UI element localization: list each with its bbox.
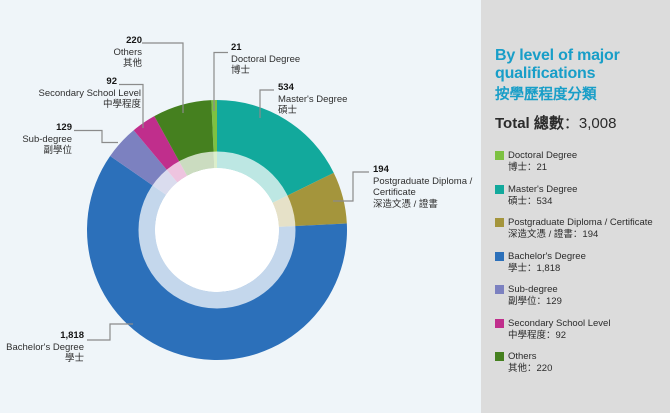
callout-others-value: 220 [126, 35, 142, 46]
callout-line-others [142, 42, 184, 113]
legend-item-others: Others 其他：220 [495, 351, 662, 375]
callout-bachelors-label-en: Bachelor's Degree [6, 341, 84, 353]
callout-subdegree-label-en: Sub-degree [22, 133, 72, 145]
legend-item-secondary: Secondary School Level 中學程度：92 [495, 318, 662, 342]
panel-title-zh: 按學歷程度分類 [495, 87, 597, 103]
callout-bachelors-label-zh: 學士 [64, 353, 84, 364]
legend-swatch-secondary [495, 318, 504, 328]
legend-label-others-zh: 其他：220 [508, 363, 553, 374]
callout-subdegree: 129 Sub-degree 副學位 [22, 122, 72, 157]
total-label-en: Total [495, 115, 530, 132]
callout-masters-value: 534 [278, 82, 294, 93]
legend-item-postgrad: Postgraduate Diploma / Certificate 深造文憑 … [495, 217, 662, 241]
legend-label-postgrad-zh: 深造文憑 / 證書：194 [508, 229, 599, 240]
legend-label-subdegree-zh: 副學位：129 [508, 296, 562, 307]
callout-lines [74, 42, 369, 341]
callout-postgrad-label-en: Postgraduate Diploma / Certificate [373, 175, 473, 199]
callout-subdegree-value: 129 [56, 122, 72, 133]
legend-swatch-doctoral [495, 151, 504, 160]
legend-panel: By level of major qualifications 按學歷程度分類… [481, 0, 670, 413]
legend-label-subdegree-en: Sub-degree [508, 284, 558, 295]
total-line: Total 總數：3,008 [495, 112, 662, 133]
callout-masters-label-zh: 碩士 [278, 105, 298, 116]
callout-line-masters [259, 89, 274, 118]
total-label-zh: 總數 [533, 115, 564, 132]
chart-area: 220 Others 其他 21 Doctoral Degree 博士 534 … [0, 0, 481, 413]
donut-inner-highlight-ring [138, 151, 296, 309]
callout-secondary-value: 92 [106, 76, 117, 87]
callout-bachelors-value: 1,818 [60, 330, 84, 341]
callout-masters: 534 Master's Degree 碩士 [278, 82, 347, 117]
callout-secondary-label-en: Secondary School Level [38, 87, 141, 99]
legend: Doctoral Degree 博士：21 Master's Degree 碩士… [495, 150, 662, 375]
legend-label-bachelors-en: Bachelor's Degree [508, 250, 586, 262]
callout-subdegree-label-zh: 副學位 [43, 145, 72, 156]
callout-doctoral-label-zh: 博士 [231, 65, 251, 76]
callout-doctoral-label-en: Doctoral Degree [231, 53, 301, 65]
callout-postgrad-label-zh: 深造文憑 / 證書 [373, 198, 438, 210]
legend-label-others-en: Others [508, 351, 537, 362]
callout-others: 220 Others 其他 [113, 35, 142, 70]
legend-item-bachelors: Bachelor's Degree 學士：1,818 [495, 251, 662, 275]
legend-label-bachelors-zh: 學士：1,818 [508, 262, 561, 274]
panel-title-en: By level of major qualifications [495, 47, 620, 82]
legend-label-secondary-en: Secondary School Level [508, 317, 611, 329]
callout-doctoral-value: 21 [231, 42, 242, 53]
legend-label-masters-en: Master's Degree [508, 183, 578, 195]
donut-chart [74, 42, 369, 360]
legend-swatch-others [495, 352, 504, 361]
total-separator: ： [563, 115, 579, 132]
legend-swatch-bachelors [495, 251, 504, 261]
callout-postgrad-value: 194 [373, 164, 389, 175]
callout-line-postgrad [333, 171, 369, 202]
callout-line-doctoral [213, 51, 228, 111]
legend-label-doctoral-en: Doctoral Degree [508, 150, 578, 161]
total-value: 3,008 [578, 115, 617, 132]
callout-line-bachelors [87, 323, 133, 341]
callout-secondary-label-zh: 中學程度 [102, 99, 141, 110]
legend-swatch-postgrad [495, 218, 504, 227]
callout-masters-label-en: Master's Degree [278, 93, 348, 105]
callout-secondary: 92 Secondary School Level 中學程度 [39, 76, 141, 111]
legend-label-secondary-zh: 中學程度：92 [508, 329, 567, 341]
legend-swatch-masters [495, 184, 504, 194]
legend-label-postgrad-en: Postgraduate Diploma / Certificate [508, 217, 653, 228]
callout-others-label-zh: 其他 [122, 58, 142, 69]
callout-doctoral: 21 Doctoral Degree 博士 [231, 42, 300, 77]
legend-label-doctoral-zh: 博士：21 [508, 162, 548, 173]
legend-item-doctoral: Doctoral Degree 博士：21 [495, 150, 662, 174]
callout-line-subdegree [74, 129, 118, 144]
callout-others-label-en: Others [113, 46, 142, 58]
callout-line-secondary [119, 83, 144, 128]
callout-postgrad: 194 Postgraduate Diploma / Certificate 深… [373, 164, 491, 210]
donut-center-hole [155, 168, 279, 292]
legend-swatch-subdegree [495, 285, 504, 294]
callout-bachelors: 1,818 Bachelor's Degree 學士 [6, 330, 84, 365]
legend-item-subdegree: Sub-degree 副學位：129 [495, 284, 662, 308]
donut-segment-1 [217, 100, 334, 203]
legend-item-masters: Master's Degree 碩士：534 [495, 184, 662, 208]
legend-label-masters-zh: 碩士：534 [508, 195, 553, 207]
donut-segment-0 [211, 100, 217, 169]
